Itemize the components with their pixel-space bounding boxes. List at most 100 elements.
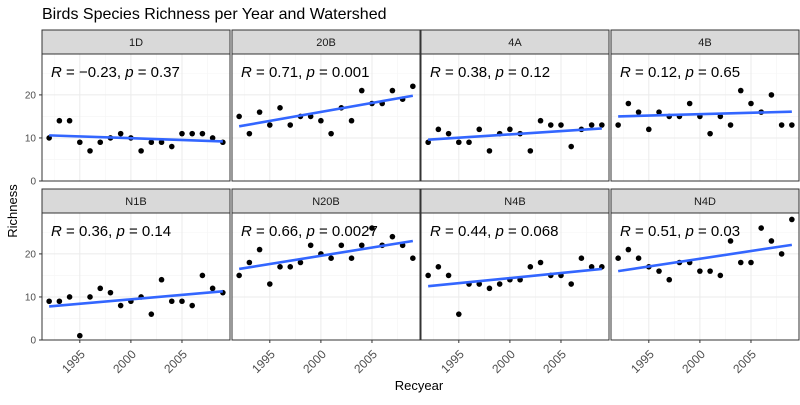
facet-label: N20B: [312, 196, 340, 208]
data-point: [148, 139, 155, 146]
data-point: [117, 302, 124, 309]
data-point: [456, 311, 462, 317]
data-point: [737, 87, 744, 94]
r-value: = 0.71,: [252, 64, 307, 81]
data-point: [789, 122, 795, 128]
facet-strip: [610, 188, 800, 214]
fit-line: [617, 243, 793, 273]
y-tick-label: 10: [25, 133, 37, 144]
data-point: [168, 143, 175, 150]
data-point: [578, 255, 585, 262]
p-value: = 0.001: [315, 64, 370, 81]
data-point: [778, 122, 785, 128]
facet-label: 4B: [698, 37, 711, 49]
p-label: p: [494, 223, 503, 240]
fit-line: [238, 239, 414, 271]
data-point: [87, 148, 93, 154]
fit-line: [428, 267, 602, 288]
x-tick-label: 2000: [300, 347, 329, 376]
p-value: = 0.12: [504, 64, 550, 81]
panel-border: [610, 212, 800, 341]
data-point: [588, 122, 595, 128]
data-point: [389, 233, 396, 240]
fit-line: [238, 94, 414, 128]
p-label: p: [684, 64, 693, 81]
data-point: [456, 139, 462, 146]
data-point: [686, 100, 693, 107]
data-point: [707, 268, 713, 274]
data-point: [410, 83, 416, 90]
data-point: [717, 272, 724, 279]
panel-background: [611, 54, 799, 181]
stat-annotation: R = 0.51, p = 0.03: [620, 223, 740, 240]
data-point: [435, 264, 442, 270]
r-value: = 0.36,: [62, 223, 117, 240]
data-point: [717, 113, 724, 120]
data-point: [768, 92, 775, 98]
facet-strip: [231, 29, 421, 55]
data-point: [297, 259, 304, 266]
data-point: [209, 135, 216, 141]
data-point: [287, 122, 294, 128]
data-point: [646, 126, 652, 133]
y-tick-label: 0: [30, 336, 36, 347]
data-point: [547, 122, 554, 128]
r-label: R: [620, 64, 631, 81]
data-point: [496, 281, 503, 287]
data-point: [97, 139, 104, 146]
facet-label: 1D: [129, 37, 143, 49]
data-point: [410, 255, 416, 262]
facet-strip: [610, 29, 800, 55]
data-point: [97, 285, 104, 292]
data-point: [277, 105, 283, 111]
data-point: [236, 272, 242, 279]
stat-annotation: R = 0.38, p = 0.12: [430, 64, 550, 81]
x-tick-label: 1995: [628, 347, 657, 376]
panel-background: [611, 213, 799, 340]
data-point: [656, 109, 662, 115]
p-value: = 0.03: [694, 223, 740, 240]
facet-strip: [41, 188, 231, 214]
x-tick-label: 1995: [59, 347, 88, 376]
data-point: [77, 332, 83, 339]
data-point: [476, 281, 483, 287]
data-point: [727, 122, 734, 128]
data-point: [277, 264, 283, 270]
data-point: [209, 285, 216, 292]
r-value: = −0.23,: [62, 64, 125, 81]
r-label: R: [620, 223, 631, 240]
data-point: [748, 259, 754, 266]
data-point: [138, 148, 144, 154]
panel-n20b: N20B R = 0.66, p = 0.0027 1995 2000 2005: [231, 188, 421, 376]
data-point: [568, 143, 574, 150]
panel-border: [610, 53, 800, 182]
data-point: [107, 289, 114, 296]
x-axis-label: Recyear: [395, 378, 444, 393]
facet-label: N4B: [504, 196, 525, 208]
data-point: [256, 109, 263, 115]
data-point: [199, 130, 206, 137]
p-label: p: [305, 223, 314, 240]
panel-border: [420, 53, 610, 182]
x-tick-label: 2000: [110, 347, 139, 376]
data-point: [599, 122, 605, 128]
data-point: [117, 130, 124, 137]
panel-border: [231, 53, 421, 182]
data-point: [635, 109, 642, 115]
panel-n4b: N4B R = 0.44, p = 0.068 1995 2000 2005: [420, 188, 610, 376]
y-tick-label: 10: [25, 292, 37, 303]
x-tick-label: 2005: [730, 347, 759, 376]
r-value: = 0.66,: [252, 223, 307, 240]
data-point: [588, 264, 595, 270]
panel-20b: 20B R = 0.71, p = 0.001: [231, 29, 421, 182]
facet-label: 20B: [316, 37, 336, 49]
panel-1d: 1D R = −0.23, p = 0.37 0 10 20: [25, 29, 231, 188]
x-tick-label: 2005: [351, 347, 380, 376]
data-point: [179, 130, 185, 137]
stat-annotation: R = 0.12, p = 0.65: [620, 64, 740, 81]
data-point: [425, 272, 431, 279]
panel-4a: 4A R = 0.38, p = 0.12: [420, 29, 610, 182]
r-label: R: [241, 64, 252, 81]
fit-line: [428, 127, 602, 141]
